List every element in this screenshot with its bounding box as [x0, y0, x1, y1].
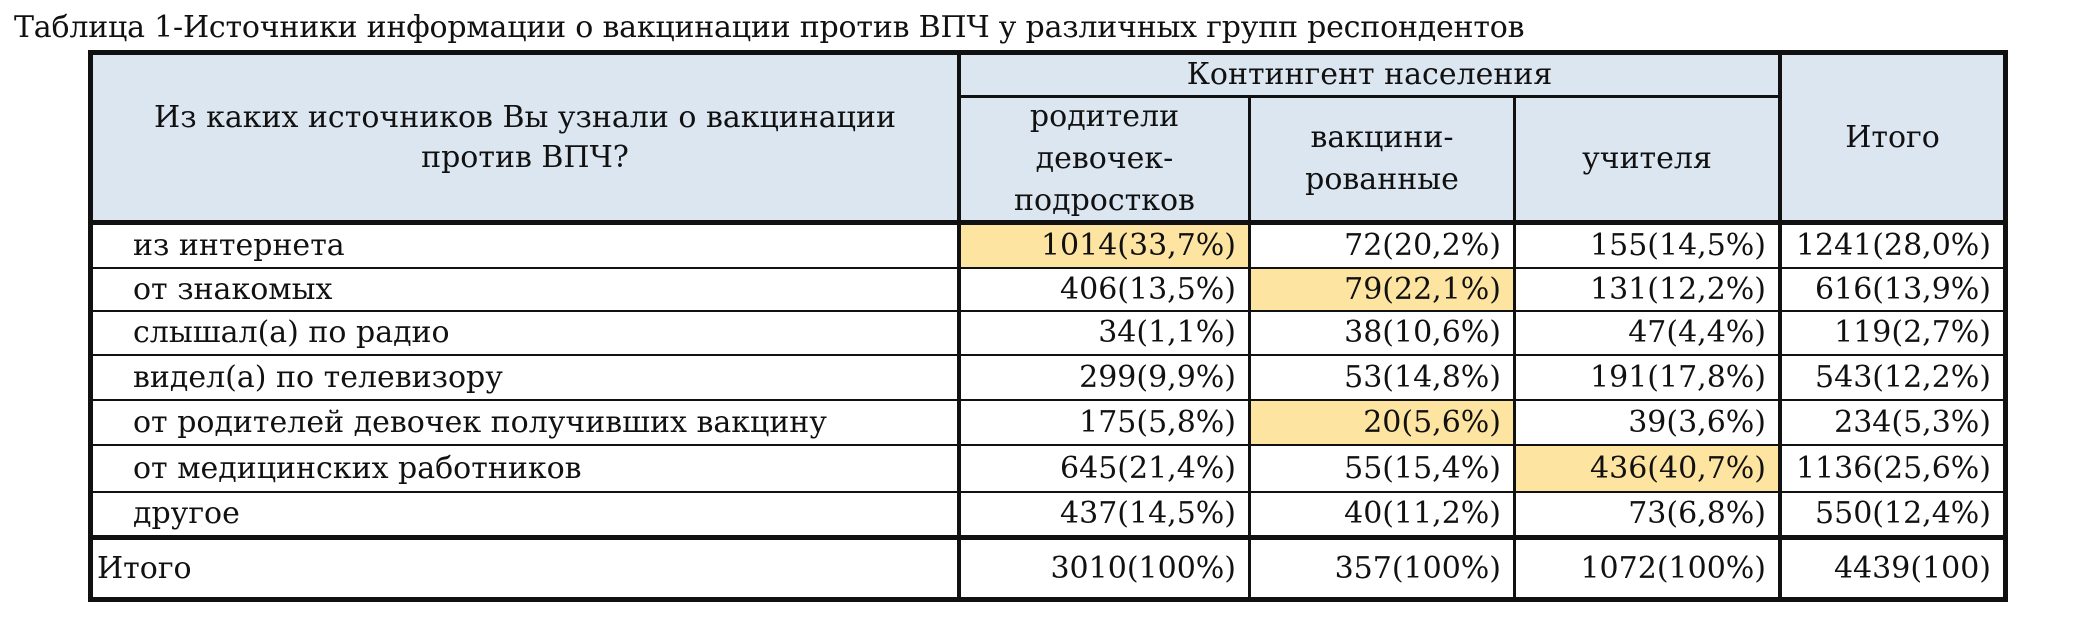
cell-parents: 437(14,5%) [961, 493, 1251, 537]
row-label: слышал(а) по радио [93, 312, 961, 356]
row-label: от знакомых [93, 269, 961, 312]
table-caption: Таблица 1-Источники информации о вакцина… [14, 10, 1525, 45]
header-teachers: учителя [1516, 98, 1782, 225]
cell-teachers: 155(14,5%) [1516, 225, 1782, 269]
header-parents: родители девочек-подростков [961, 98, 1251, 225]
header-vaccinated: вакцини-рованные [1251, 98, 1516, 225]
cell-teachers: 47(4,4%) [1516, 312, 1782, 356]
cell-total: 119(2,7%) [1782, 312, 2003, 356]
cell-total: 1136(25,6%) [1782, 446, 2003, 493]
cell-parents: 1014(33,7%) [961, 225, 1251, 269]
row-label: от родителей девочек получивших вакцину [93, 401, 961, 446]
totals-total: 4439(100) [1782, 537, 2003, 597]
cell-teachers: 131(12,2%) [1516, 269, 1782, 312]
row-label: видел(а) по телевизору [93, 356, 961, 401]
cell-total: 543(12,2%) [1782, 356, 2003, 401]
cell-parents: 406(13,5%) [961, 269, 1251, 312]
cell-parents: 175(5,8%) [961, 401, 1251, 446]
header-question: Из каких источников Вы узнали о вакцинац… [93, 55, 961, 225]
cell-teachers: 39(3,6%) [1516, 401, 1782, 446]
cell-teachers: 436(40,7%) [1516, 446, 1782, 493]
cell-parents: 299(9,9%) [961, 356, 1251, 401]
cell-total: 1241(28,0%) [1782, 225, 2003, 269]
cell-vaccinated: 79(22,1%) [1251, 269, 1516, 312]
cell-parents: 645(21,4%) [961, 446, 1251, 493]
row-label: от медицинских работников [93, 446, 961, 493]
cell-vaccinated: 53(14,8%) [1251, 356, 1516, 401]
cell-vaccinated: 72(20,2%) [1251, 225, 1516, 269]
header-total: Итого [1782, 55, 2003, 225]
cell-total: 616(13,9%) [1782, 269, 2003, 312]
totals-label: Итого [93, 537, 961, 597]
totals-teachers: 1072(100%) [1516, 537, 1782, 597]
cell-parents: 34(1,1%) [961, 312, 1251, 356]
row-label: другое [93, 493, 961, 537]
cell-vaccinated: 40(11,2%) [1251, 493, 1516, 537]
sources-table: Из каких источников Вы узнали о вакцинац… [88, 50, 2008, 602]
cell-vaccinated: 55(15,4%) [1251, 446, 1516, 493]
totals-vaccinated: 357(100%) [1251, 537, 1516, 597]
cell-vaccinated: 20(5,6%) [1251, 401, 1516, 446]
cell-total: 550(12,4%) [1782, 493, 2003, 537]
cell-teachers: 191(17,8%) [1516, 356, 1782, 401]
cell-teachers: 73(6,8%) [1516, 493, 1782, 537]
header-group: Контингент населения [961, 55, 1782, 98]
cell-vaccinated: 38(10,6%) [1251, 312, 1516, 356]
row-label: из интернета [93, 225, 961, 269]
totals-parents: 3010(100%) [961, 537, 1251, 597]
cell-total: 234(5,3%) [1782, 401, 2003, 446]
